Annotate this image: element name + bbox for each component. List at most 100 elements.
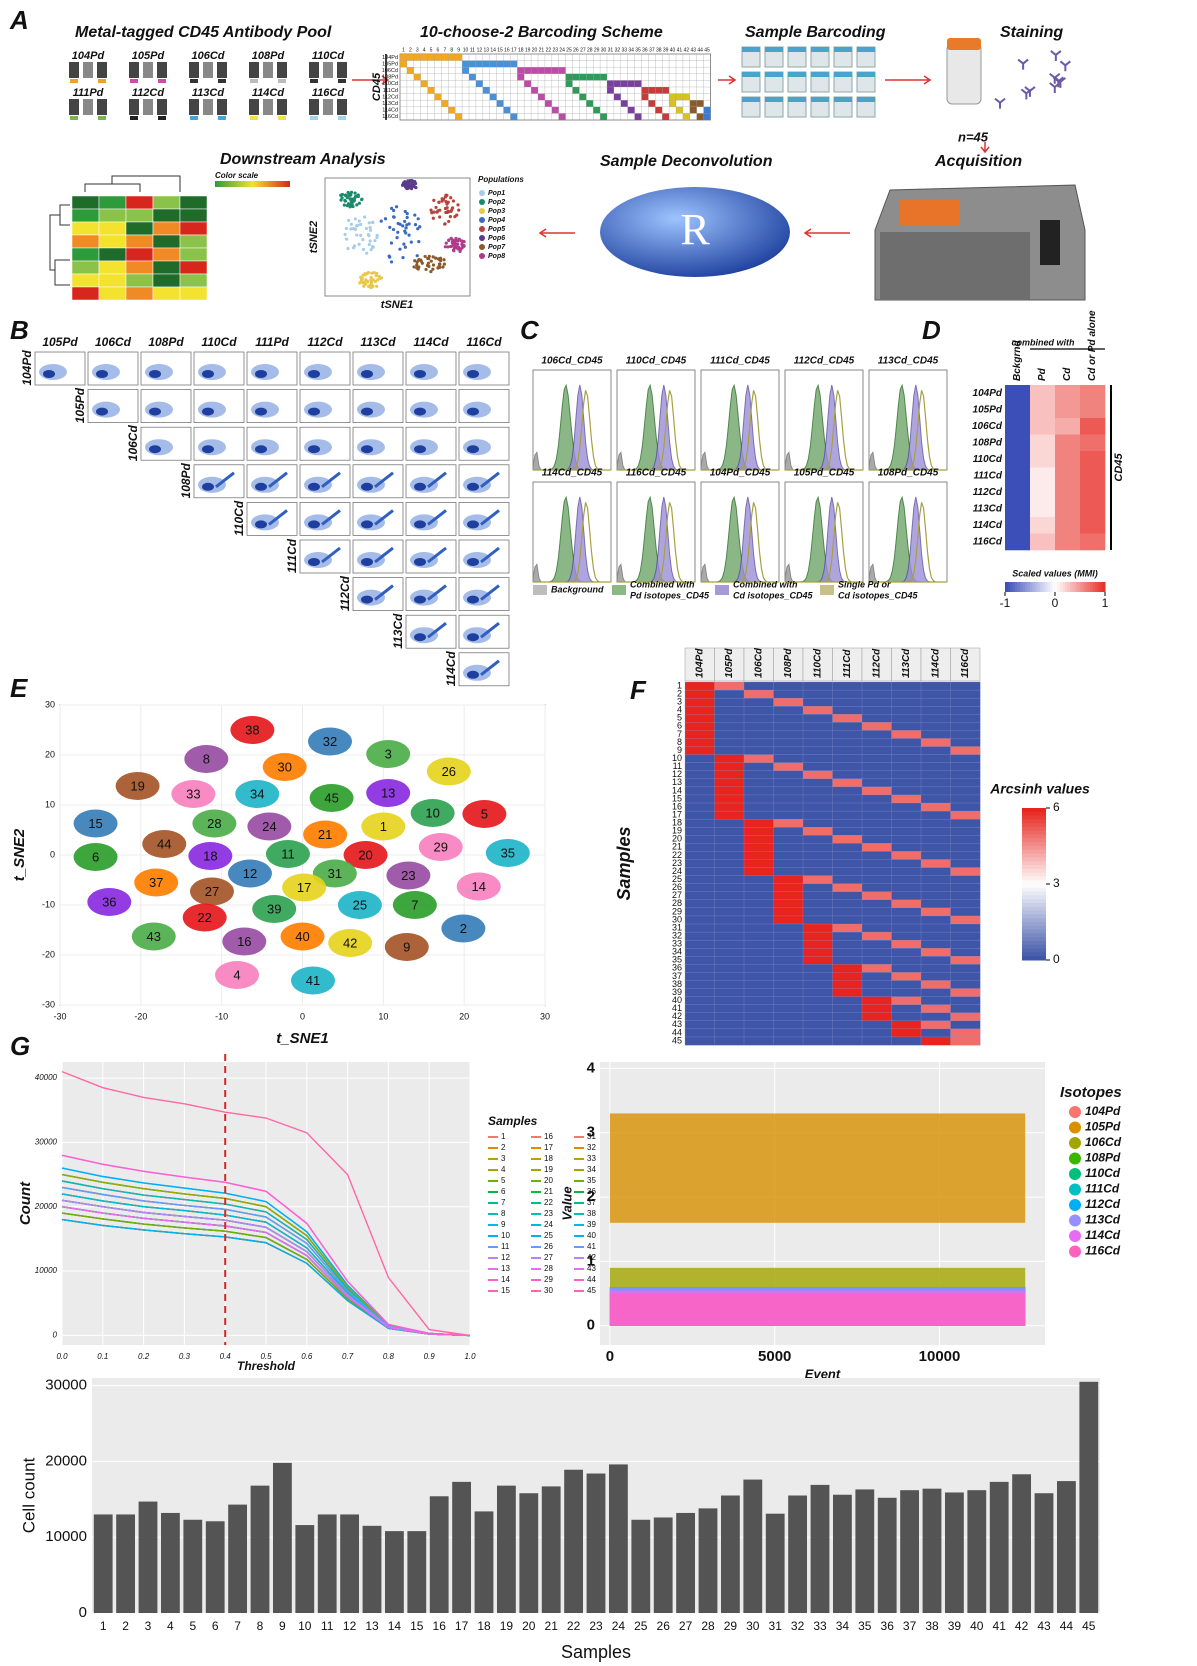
cartoon-point [390, 260, 393, 263]
heatmap-cell [803, 892, 833, 900]
cartoon-point [369, 229, 372, 232]
scheme-column-label: 45 [704, 47, 710, 53]
heatmap-cell [715, 859, 745, 867]
heatmap-cell [1055, 418, 1080, 435]
heatmap-cell [1005, 435, 1030, 452]
histogram-title: 108Pd_CD45 [878, 468, 939, 479]
density [361, 408, 373, 416]
column-label: 116Cd [960, 648, 971, 678]
heatmap-cell [833, 755, 863, 763]
heatmap-cell [744, 1037, 774, 1045]
cartoon-point [416, 260, 419, 263]
legend-label: 9 [501, 1220, 506, 1229]
barcode-cell [662, 113, 669, 120]
colorbar-cell [1022, 956, 1046, 960]
heatmap-cell [803, 972, 833, 980]
heatmap-cell [921, 747, 951, 755]
heatmap-cell [685, 859, 715, 867]
cartoon-point [446, 211, 449, 214]
legend-swatch [479, 190, 485, 196]
heatmap-cell [921, 843, 951, 851]
heatmap-cell [803, 1037, 833, 1045]
title: 10-choose-2 Barcoding Scheme [420, 24, 663, 41]
cartoon-point [343, 203, 346, 206]
density [414, 633, 426, 641]
heatmap-cell [803, 908, 833, 916]
barcode-cell [579, 94, 586, 101]
heatmap-cell [833, 989, 863, 997]
density [202, 370, 214, 378]
legend-swatch [1069, 1137, 1081, 1149]
cluster-label: 9 [403, 939, 410, 954]
heatmap-cell [892, 972, 922, 980]
colorbar-cell [1022, 869, 1046, 873]
heatmap-cell [774, 972, 804, 980]
colorbar-cell [1022, 892, 1046, 896]
barcode-cell [690, 100, 697, 107]
scheme-column-label: 36 [642, 47, 648, 53]
colorbar-tick-label: 3 [1053, 876, 1060, 890]
density [414, 558, 426, 566]
x-tick-label: 2 [122, 1619, 129, 1633]
histogram-title: 104Pd_CD45 [710, 468, 771, 479]
cluster-label: 38 [245, 722, 259, 737]
x-tick-label: 5 [189, 1619, 196, 1633]
cluster-label: 21 [318, 827, 332, 842]
barcode-cell [607, 87, 614, 94]
colorbar-cell [1022, 952, 1046, 956]
antibody-icon [203, 62, 213, 78]
barcode-cell [510, 113, 517, 120]
cartoon-point [445, 242, 448, 245]
heatmap-cell [715, 851, 745, 859]
heatmap-cell [774, 876, 804, 884]
heatmap-cell [715, 771, 745, 779]
cartoon-heatmap-cell [126, 274, 153, 287]
bar [1057, 1481, 1076, 1613]
heatmap-cell [833, 948, 863, 956]
heatmap-cell [803, 755, 833, 763]
cartoon-point [375, 274, 378, 277]
legend-label: 35 [587, 1176, 596, 1185]
heatmap-cell [892, 916, 922, 924]
heatmap-cell [803, 884, 833, 892]
cartoon-point [435, 210, 438, 213]
legend-swatch [479, 199, 485, 205]
row-label: 105Pd [73, 387, 87, 423]
axis-label: t_SNE2 [11, 828, 28, 881]
legend-label: Pop2 [488, 199, 505, 206]
cluster-label: 31 [328, 866, 342, 881]
legend-label: 24 [544, 1220, 553, 1229]
cluster-label: 20 [358, 847, 372, 862]
cartoon-point [446, 245, 449, 248]
legend-title: Color scale [215, 171, 259, 180]
scheme-column-label: 3 [416, 47, 419, 53]
heatmap-cell [715, 787, 745, 795]
legend-swatch [533, 585, 547, 595]
heatmap-cell [951, 980, 981, 988]
heatmap-cell [921, 698, 951, 706]
heatmap-cell [715, 763, 745, 771]
heatmap-cell [744, 738, 774, 746]
isotope-label: 112Cd [132, 87, 164, 99]
heatmap-cell [744, 997, 774, 1005]
heatmap-cell [715, 682, 745, 690]
heatmap-cell [833, 884, 863, 892]
heatmap-cell [951, 730, 981, 738]
x-tick-label: 42 [1015, 1619, 1029, 1633]
heatmap-cell [744, 819, 774, 827]
heatmap-cell [833, 779, 863, 787]
heatmap-cell [833, 932, 863, 940]
cartoon-point [447, 220, 450, 223]
heatmap-cell [685, 916, 715, 924]
heatmap-cell [715, 997, 745, 1005]
heatmap-cell [744, 835, 774, 843]
arrow [805, 229, 850, 237]
isotope-label: 108Pd [252, 50, 285, 62]
heatmap-cell [803, 851, 833, 859]
heatmap-cell [715, 690, 745, 698]
y-tick-label: 30000 [35, 1138, 58, 1147]
heatmap-cell [774, 706, 804, 714]
cartoon-point [460, 239, 463, 242]
column-label: 106Cd [753, 647, 764, 678]
heatmap-cell [921, 868, 951, 876]
